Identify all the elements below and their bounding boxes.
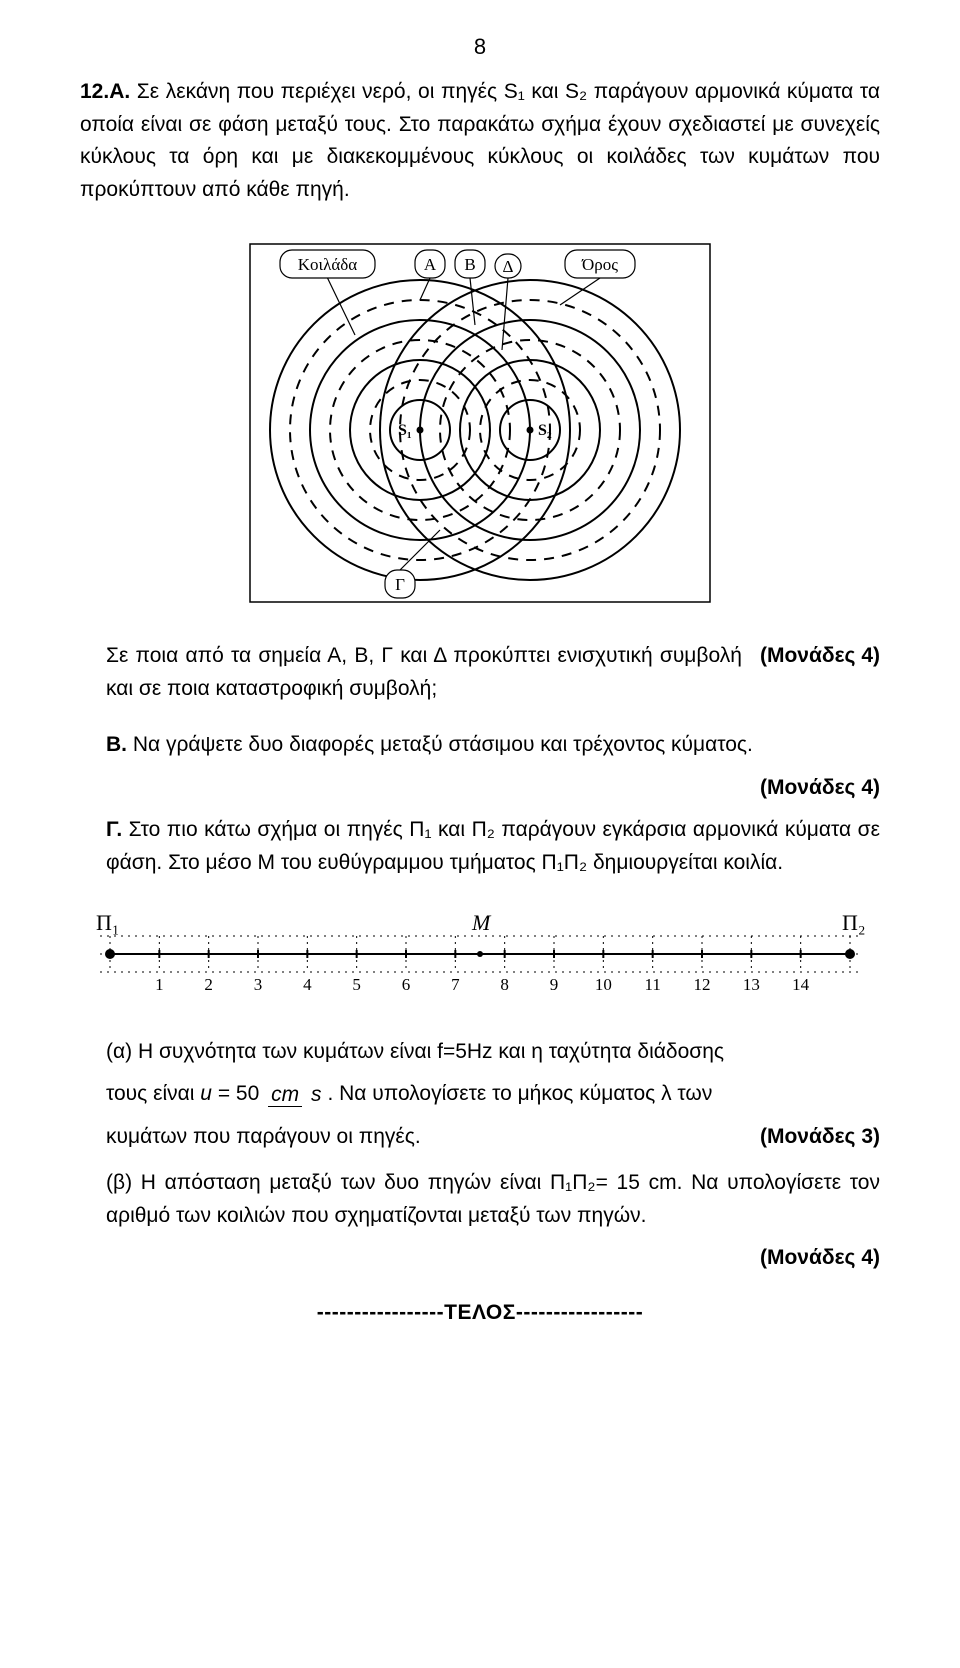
svg-text:10: 10 <box>595 975 612 994</box>
q12a-prefix: 12.Α. <box>80 80 130 103</box>
question-points-text: Σε ποια από τα σημεία Α, Β, Γ και Δ προκ… <box>106 640 742 705</box>
svg-text:4: 4 <box>303 975 312 994</box>
wave-interference-diagram: S₁ S₂ Κοιλάδα Α Β Δ Όρος Γ <box>220 220 740 630</box>
q12a-paragraph: 12.Α. Σε λεκάνη που περιέχει νερό, οι πη… <box>80 76 880 206</box>
qg-block: Γ. Στο πιο κάτω σχήμα οι πηγές Π₁ και Π₂… <box>106 814 880 879</box>
svg-text:13: 13 <box>743 975 760 994</box>
svg-text:Π₁: Π₁ <box>96 910 120 935</box>
svg-text:S₂: S₂ <box>538 422 552 439</box>
svg-text:11: 11 <box>644 975 660 994</box>
points-4-c: (Μονάδες 4) <box>106 1242 880 1275</box>
svg-text:3: 3 <box>254 975 263 994</box>
qa-line2b: . Να υπολογίσετε το μήκος κύματος λ των <box>327 1082 712 1105</box>
svg-text:Δ: Δ <box>503 257 514 276</box>
ruler-diagram: 1234567891011121314Π₁MΠ₂ <box>80 894 880 1004</box>
svg-text:M: M <box>471 910 492 935</box>
svg-text:12: 12 <box>694 975 711 994</box>
svg-text:7: 7 <box>451 975 460 994</box>
qa-sub-block: (α) Η συχνότητα των κυμάτων είναι f=5Hz … <box>106 1036 880 1154</box>
points-3: (Μονάδες 3) <box>742 1121 880 1154</box>
points-4-b: (Μονάδες 4) <box>106 772 880 805</box>
q12a-text: Σε λεκάνη που περιέχει νερό, οι πηγές S₁… <box>80 80 880 201</box>
svg-text:14: 14 <box>792 975 810 994</box>
qb-paragraph: Β. Να γράψετε δυο διαφορές μεταξύ στάσιμ… <box>106 729 880 762</box>
qa-line2a: τους είναι <box>106 1082 200 1105</box>
svg-text:S₁: S₁ <box>398 422 412 439</box>
qa-line3-row: κυμάτων που παράγουν οι πηγές. (Μονάδες … <box>106 1121 880 1154</box>
svg-text:Π₂: Π₂ <box>842 910 866 935</box>
qb-text: Να γράψετε δυο διαφορές μεταξύ στάσιμου … <box>127 733 753 756</box>
qb-prefix: Β. <box>106 733 127 756</box>
eq-frac-top: cm <box>268 1083 302 1107</box>
telos-end: -----------------ΤΕΛΟΣ----------------- <box>80 1297 880 1330</box>
qb-sub-text: (β) Η απόσταση μεταξύ των δυο πηγών είνα… <box>106 1167 880 1232</box>
svg-text:Β: Β <box>464 255 475 274</box>
svg-text:6: 6 <box>402 975 411 994</box>
qa-line1: (α) Η συχνότητα των κυμάτων είναι f=5Hz … <box>106 1036 880 1069</box>
page-number: 8 <box>80 30 880 64</box>
qg-text: Στο πιο κάτω σχήμα οι πηγές Π₁ και Π₂ πα… <box>106 818 880 874</box>
qg-paragraph: Γ. Στο πιο κάτω σχήμα οι πηγές Π₁ και Π₂… <box>106 814 880 879</box>
svg-text:Γ: Γ <box>395 575 405 594</box>
svg-text:Α: Α <box>424 255 437 274</box>
svg-text:1: 1 <box>155 975 164 994</box>
points-4-a: (Μονάδες 4) <box>742 640 880 673</box>
qa-line2: τους είναι u = 50 cm s . Να υπολογίσετε … <box>106 1078 880 1111</box>
eq-eq: = <box>212 1082 236 1105</box>
eq-val: 50 <box>236 1082 259 1105</box>
eq-frac: cm s <box>268 1084 324 1106</box>
qg-prefix: Γ. <box>106 818 122 841</box>
qa-line3: κυμάτων που παράγουν οι πηγές. <box>106 1121 742 1154</box>
qb-sub-block: (β) Η απόσταση μεταξύ των δυο πηγών είνα… <box>106 1167 880 1275</box>
svg-text:Όρος: Όρος <box>581 255 618 274</box>
svg-text:2: 2 <box>204 975 213 994</box>
eq-var: u <box>200 1082 212 1105</box>
eq-frac-bot: s <box>308 1083 325 1106</box>
question-points-row: Σε ποια από τα σημεία Α, Β, Γ και Δ προκ… <box>106 640 880 705</box>
svg-text:Κοιλάδα: Κοιλάδα <box>298 255 358 274</box>
svg-text:5: 5 <box>352 975 361 994</box>
svg-text:9: 9 <box>550 975 559 994</box>
svg-text:8: 8 <box>500 975 509 994</box>
qb-block: Β. Να γράψετε δυο διαφορές μεταξύ στάσιμ… <box>106 729 880 804</box>
